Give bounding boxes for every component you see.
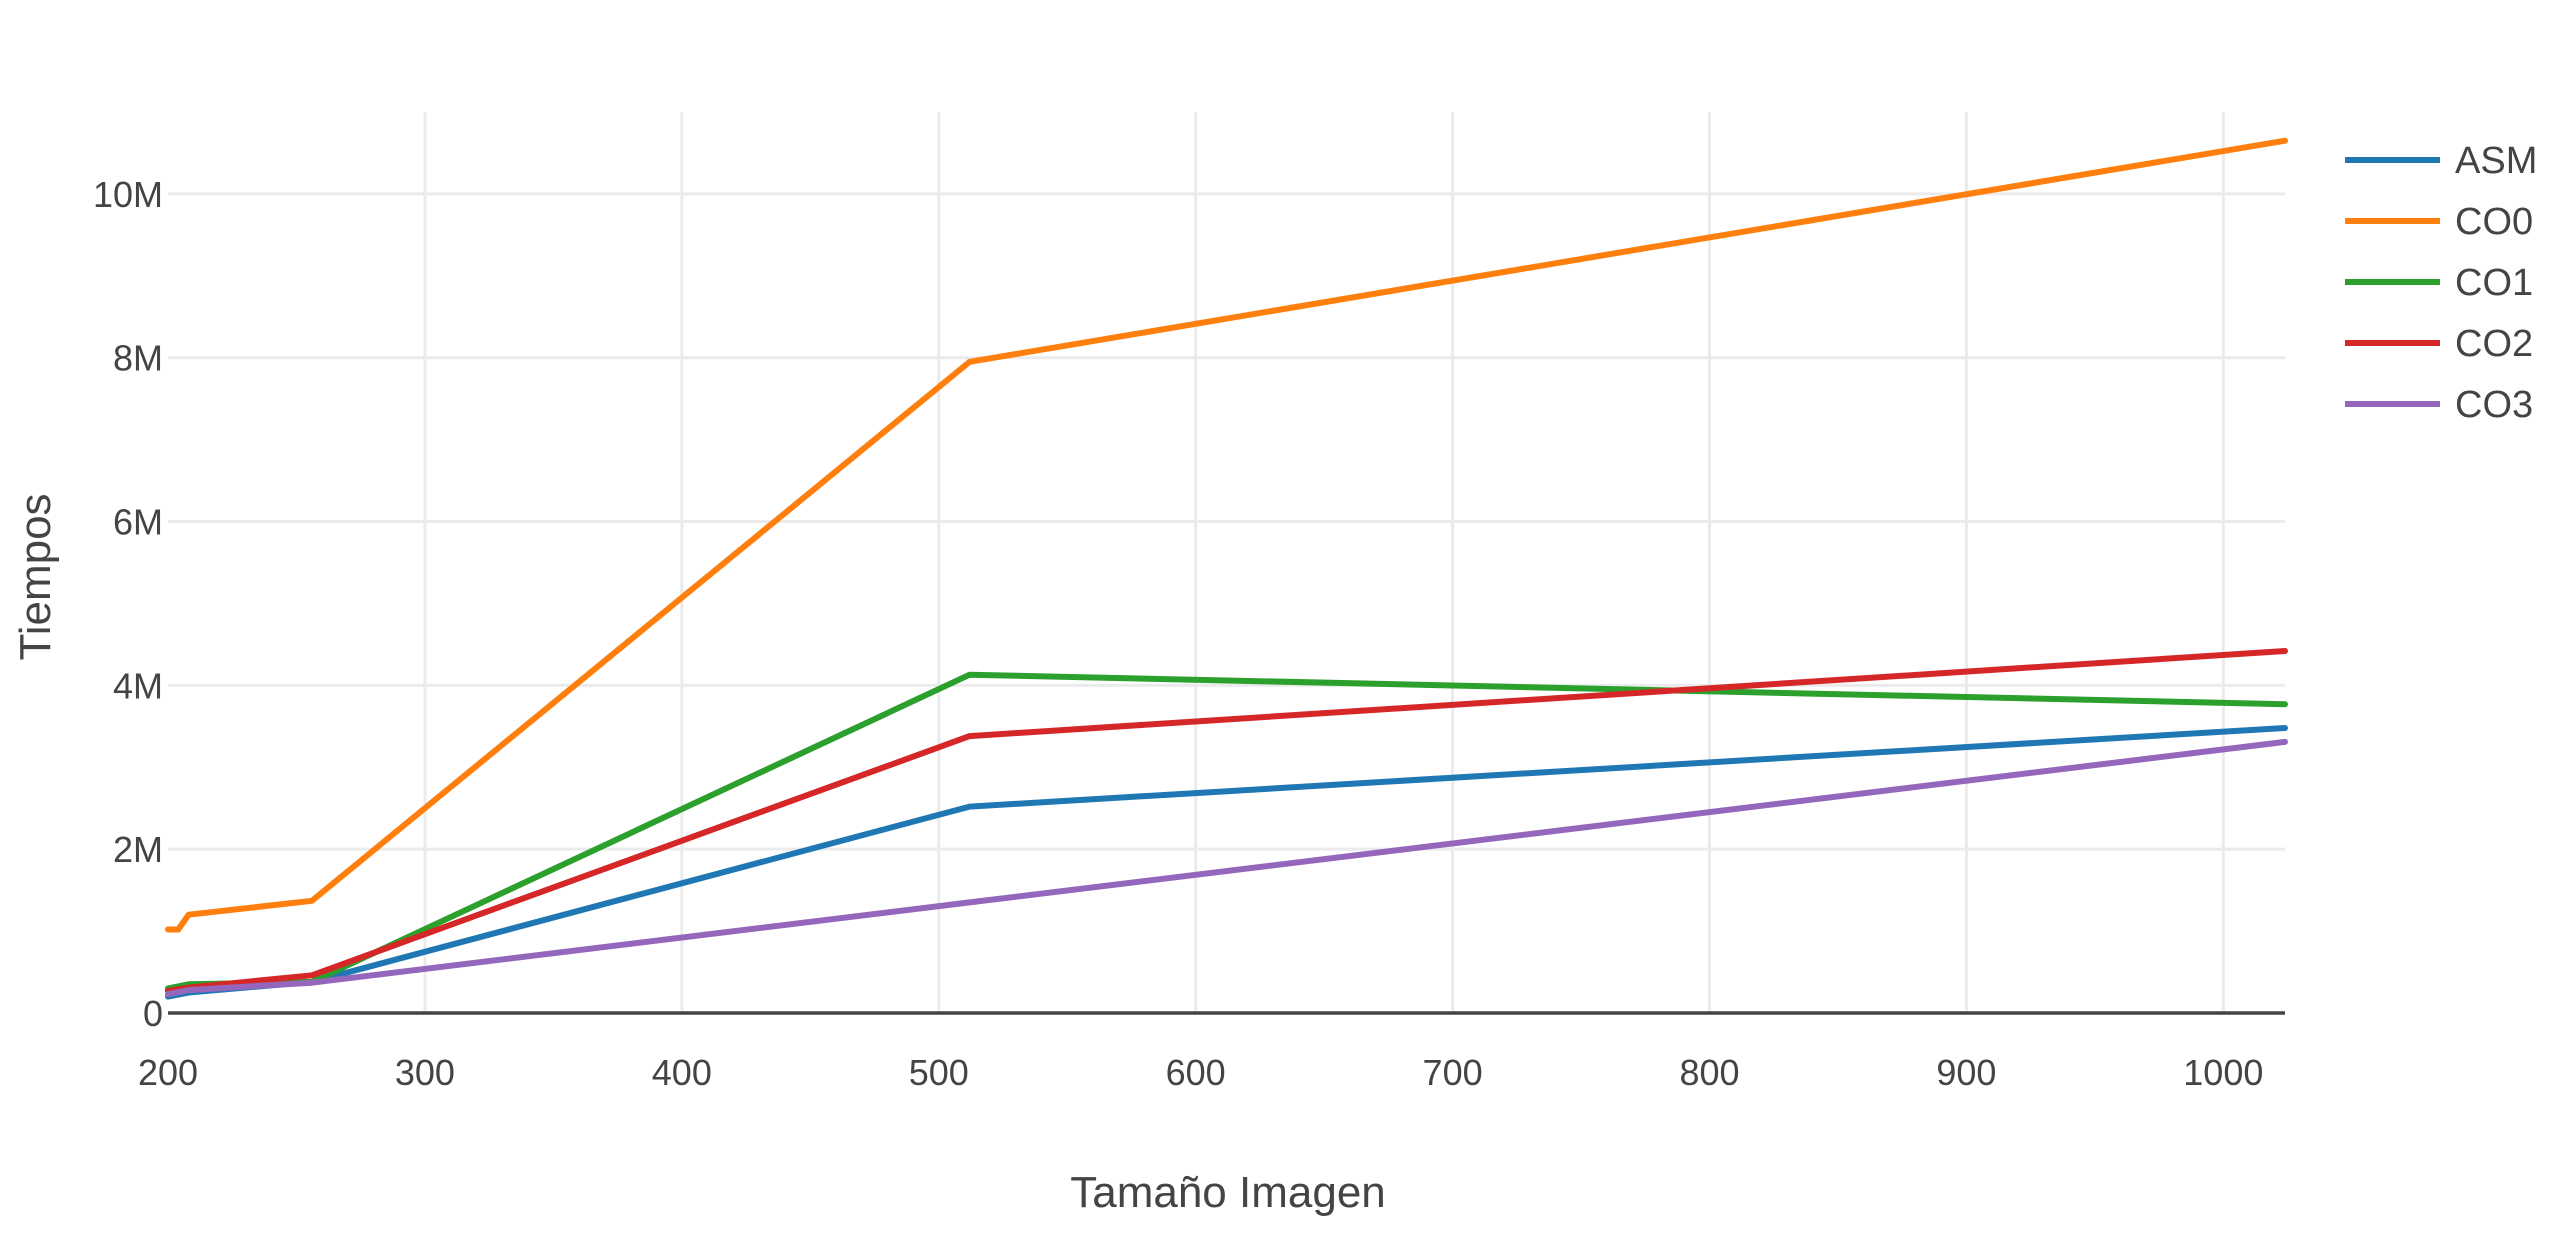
y-tick-label: 6M: [113, 502, 163, 543]
legend-item-co1[interactable]: CO1: [2345, 262, 2533, 304]
x-tick-label: 600: [1166, 1052, 1226, 1093]
legend-label: CO0: [2455, 201, 2533, 243]
legend-label: CO3: [2455, 384, 2533, 426]
legend-item-co0[interactable]: CO0: [2345, 201, 2533, 243]
y-tick-label: 2M: [113, 829, 163, 870]
axis-layer: 200 300 400 500 600 700 800 900 1000 0 2M 4M 6M 8M 10M: [93, 174, 2285, 1093]
y-tick-label: 0: [143, 993, 163, 1034]
x-tick-label: 1000: [2183, 1052, 2263, 1093]
y-axis-title: Tiempos: [11, 493, 60, 660]
x-tick-label: 800: [1679, 1052, 1739, 1093]
legend-label: ASM: [2455, 140, 2537, 182]
x-tick-label: 500: [909, 1052, 969, 1093]
legend-label: CO1: [2455, 262, 2533, 304]
x-tick-label: 200: [138, 1052, 198, 1093]
x-tick-label: 300: [395, 1052, 455, 1093]
x-tick-label: 900: [1936, 1052, 1996, 1093]
series-line-co3[interactable]: [165, 738, 2288, 998]
legend-label: CO2: [2455, 323, 2533, 365]
y-tick-label: 8M: [113, 338, 163, 379]
legend-item-asm[interactable]: ASM: [2345, 140, 2537, 182]
series-line-co0[interactable]: [165, 137, 2288, 933]
series-layer: [165, 137, 2288, 1000]
y-tick-label: 4M: [113, 665, 163, 706]
legend[interactable]: ASM CO0 CO1 CO2 CO3: [2345, 140, 2537, 426]
legend-item-co2[interactable]: CO2: [2345, 323, 2533, 365]
grid-layer: [168, 112, 2285, 1013]
x-tick-label: 400: [652, 1052, 712, 1093]
x-tick-label: 700: [1423, 1052, 1483, 1093]
legend-item-co3[interactable]: CO3: [2345, 384, 2533, 426]
y-tick-label: 10M: [93, 174, 163, 215]
x-axis-title: Tamaño Imagen: [1070, 1168, 1386, 1217]
